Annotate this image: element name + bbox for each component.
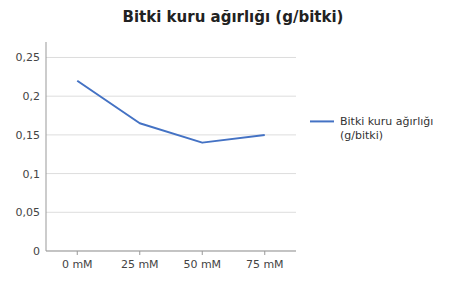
grid-line bbox=[46, 212, 296, 213]
grid bbox=[46, 57, 296, 251]
x-tick bbox=[264, 251, 265, 255]
y-tick-label: 0,15 bbox=[16, 129, 41, 142]
line bbox=[77, 81, 265, 143]
legend-swatch bbox=[310, 120, 334, 122]
x-tick bbox=[202, 251, 203, 255]
x-tick-label: 25 mM bbox=[121, 258, 159, 271]
chart-container: Bitki kuru ağırlığı (g/bitki) 0 0,05 0,1 0,1… bbox=[0, 0, 466, 285]
y-tick-label: 0 bbox=[33, 245, 40, 258]
x-tick bbox=[139, 251, 140, 255]
y-tick-label: 0,05 bbox=[16, 206, 41, 219]
title: Bitki kuru ağırlığı (g/bitki) bbox=[123, 8, 344, 26]
grid-line bbox=[46, 57, 296, 58]
y-tick-label: 0,1 bbox=[23, 168, 41, 181]
y-axis: 0 0,05 0,1 0,15 0,2 0,25 bbox=[16, 42, 47, 258]
legend: Bitki kuru ağırlığı(g/bitki) bbox=[310, 115, 433, 142]
x-tick-label: 50 mM bbox=[183, 258, 221, 271]
legend-label: Bitki kuru ağırlığı(g/bitki) bbox=[340, 115, 433, 142]
x-axis: 0 mM 25 mM 50 mM 75 mM bbox=[46, 251, 296, 271]
x-tick bbox=[77, 251, 78, 255]
grid-line bbox=[46, 251, 296, 252]
x-axis-line bbox=[46, 251, 296, 252]
plot-area bbox=[77, 81, 265, 143]
y-axis-line bbox=[46, 42, 47, 251]
y-tick-label: 0,25 bbox=[16, 51, 41, 64]
x-tick-label: 0 mM bbox=[62, 258, 93, 271]
chart: Bitki kuru ağırlığı (g/bitki) 0 0,05 0,1 0,1… bbox=[0, 0, 466, 285]
grid-line bbox=[46, 173, 296, 174]
grid-line bbox=[46, 96, 296, 97]
y-tick-label: 0,2 bbox=[23, 90, 41, 103]
x-tick-label: 75 mM bbox=[246, 258, 284, 271]
